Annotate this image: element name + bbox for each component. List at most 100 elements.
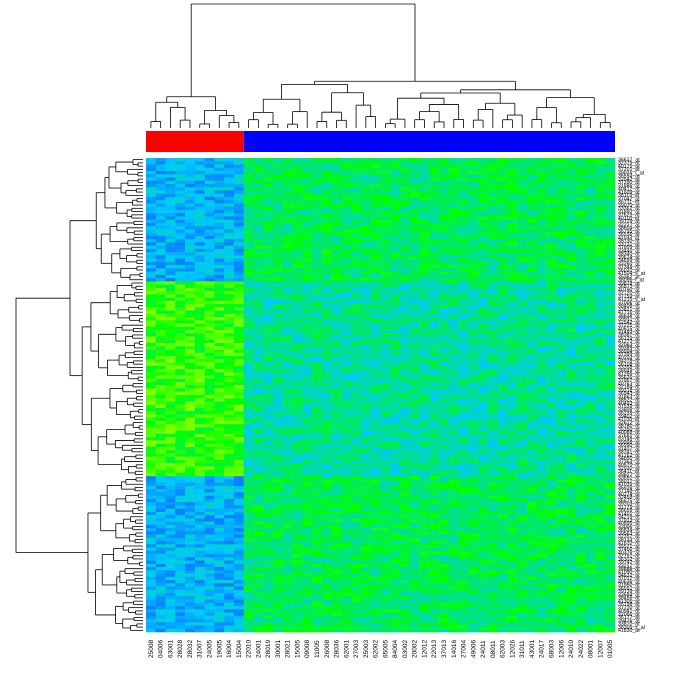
heatmap-cell [165,433,176,438]
heatmap-cell [331,239,342,243]
heatmap-cell [409,258,420,263]
heatmap-cell [448,343,459,347]
heatmap-cell [282,180,293,185]
heatmap-cell [409,420,420,425]
heatmap-cell [370,346,381,350]
heatmap-cell [527,226,538,230]
heatmap-cell [556,294,567,298]
heatmap-cell [478,281,489,285]
heatmap-cell [253,203,264,207]
heatmap-cell [487,239,499,243]
heatmap-cell [243,297,254,302]
heatmap-cell [448,206,459,211]
heatmap-cell [400,349,411,354]
heatmap-cell [282,313,293,318]
heatmap-cell [429,170,440,175]
heatmap-cell [497,245,508,250]
heatmap-cell [360,339,372,344]
heatmap-cell [312,187,323,191]
heatmap-cell [400,284,411,289]
heatmap-cell [517,213,528,217]
heatmap-cell [302,265,313,269]
heatmap-cell [146,216,157,220]
heatmap-cell [253,196,264,201]
heatmap-cell [253,372,264,376]
heatmap-cell [321,313,332,318]
heatmap-cell [575,346,586,350]
heatmap-cell [341,326,352,331]
heatmap-cell [517,398,528,402]
heatmap-cell [331,336,342,341]
heatmap-cell [468,352,479,357]
heatmap-cell [595,446,606,451]
heatmap-cell [214,261,225,266]
heatmap-cell [595,248,606,253]
heatmap-cell [165,420,176,425]
heatmap-cell [155,245,166,250]
heatmap-cell [194,407,205,412]
heatmap-cell [273,320,284,324]
heatmap-cell [370,339,381,344]
heatmap-cell [263,352,274,357]
heatmap-cell [546,294,557,298]
heatmap-cell [370,375,381,380]
heatmap-cell [146,294,157,298]
heatmap-cell [273,268,284,272]
heatmap-cell [458,450,469,454]
heatmap-cell [165,265,176,269]
heatmap-cell [312,284,323,289]
heatmap-cell [409,284,420,289]
heatmap-cell [585,437,596,441]
heatmap-cell [214,427,225,432]
heatmap-cell [575,281,586,285]
heatmap-cell [458,437,469,441]
heatmap-cell [253,382,264,386]
heatmap-cell [419,446,430,451]
heatmap-cell [292,265,303,269]
heatmap-cell [233,352,245,357]
heatmap-cell [566,209,577,214]
heatmap-cell [185,239,196,243]
heatmap-cell [507,190,518,195]
heatmap-cell [263,245,274,250]
heatmap-cell [409,252,420,256]
heatmap-cell [390,209,401,214]
heatmap-cell [194,336,205,341]
heatmap-cell [341,297,352,302]
heatmap-cell [370,271,381,276]
heatmap-cell [233,398,245,402]
heatmap-cell [175,420,186,425]
heatmap-cell [263,417,274,422]
heatmap-cell [478,430,489,435]
heatmap-cell [370,291,381,295]
heatmap-cell [282,326,293,331]
heatmap-cell [321,226,332,230]
heatmap-cell [546,248,557,253]
heatmap-cell [321,252,332,256]
heatmap-cell [204,164,215,169]
heatmap-cell [185,219,196,224]
heatmap-cell [175,401,186,406]
heatmap-cell [282,401,293,406]
heatmap-cell [595,398,606,402]
heatmap-cell [458,252,469,256]
heatmap-cell [175,235,186,240]
heatmap-cell [439,252,450,256]
heatmap-cell [536,362,547,367]
heatmap-cell [185,287,196,292]
heatmap-cell [527,300,538,305]
heatmap-cell [263,232,274,237]
heatmap-cell [585,294,596,298]
heatmap-cell [204,450,215,454]
heatmap-cell [302,427,313,432]
heatmap-cell [312,245,323,250]
heatmap-cell [400,433,411,438]
heatmap-cell [380,437,391,441]
heatmap-cell [273,261,284,266]
heatmap-cell [185,268,196,272]
heatmap-cell [155,443,166,448]
heatmap-cell [566,226,577,230]
heatmap-cell [458,193,469,198]
heatmap-cell [204,167,215,172]
heatmap-cell [585,346,596,350]
